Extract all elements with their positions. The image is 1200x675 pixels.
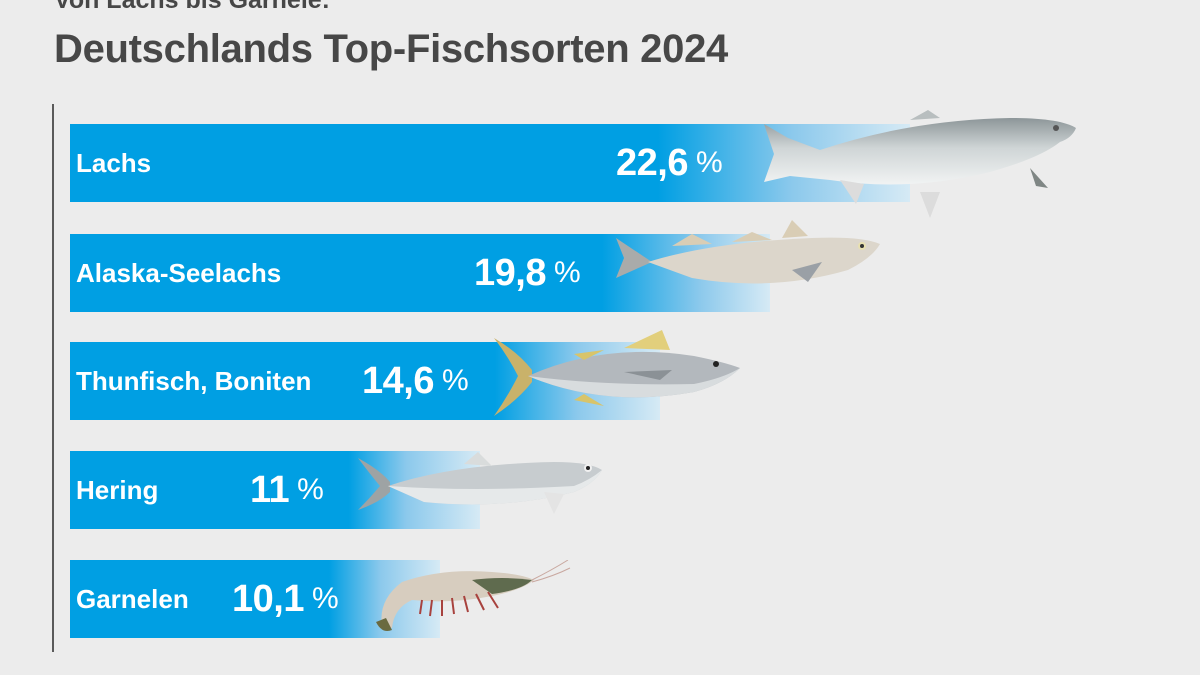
bar-label: Hering: [76, 474, 159, 505]
value-number: 22,6: [616, 141, 688, 184]
salmon-image: [764, 110, 1076, 218]
value-number: 19,8: [474, 251, 546, 294]
value-unit: %: [553, 256, 581, 289]
value-unit: %: [695, 146, 723, 179]
herring-image: [358, 452, 602, 514]
bar-alaska-seelachs: [70, 234, 770, 312]
shrimp-image: [376, 560, 571, 631]
bar-label: Thunfisch, Boniten: [76, 365, 312, 396]
value-unit: %: [297, 473, 324, 506]
y-axis-line: [52, 104, 54, 652]
bar-row-garnelen: Garnelen 10,1%: [70, 560, 440, 638]
value-number: 10,1: [232, 577, 304, 620]
value-unit: %: [441, 364, 469, 397]
bar-row-alaska-seelachs: Alaska-Seelachs 19,8%: [70, 234, 770, 312]
chart-subtitle: Von Lachs bis Garnele:: [54, 0, 331, 14]
bar-value: 19,8%: [474, 234, 581, 312]
chart-title: Deutschlands Top-Fischsorten 2024: [54, 27, 728, 71]
bar-label: Garnelen: [76, 583, 189, 614]
bar-value: 22,6%: [616, 124, 723, 202]
pollock-image: [616, 220, 880, 284]
bar-value: 14,6%: [362, 342, 469, 420]
value-number: 14,6: [362, 359, 434, 402]
bar-row-thunfisch: Thunfisch, Boniten 14,6%: [70, 342, 660, 420]
bar-label: Alaska-Seelachs: [76, 257, 282, 288]
bar-label: Lachs: [76, 147, 152, 178]
bar-row-hering: Hering 11%: [70, 451, 480, 529]
tuna-image: [494, 330, 740, 416]
bar-value: 11%: [250, 451, 324, 529]
bar-value: 10,1%: [232, 560, 339, 638]
value-number: 11: [250, 468, 290, 511]
value-unit: %: [311, 582, 339, 615]
